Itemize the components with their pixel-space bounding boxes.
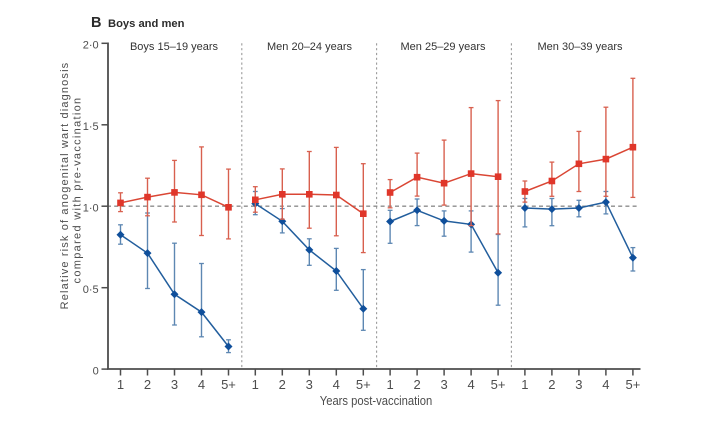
svg-text:0: 0: [93, 365, 99, 377]
svg-text:compared with pre-vaccination: compared with pre-vaccination: [72, 97, 84, 284]
svg-text:3: 3: [575, 377, 582, 392]
svg-text:2: 2: [548, 377, 555, 392]
svg-text:3: 3: [306, 377, 313, 392]
svg-text:2: 2: [279, 377, 286, 392]
svg-text:1: 1: [117, 377, 124, 392]
svg-text:2·0: 2·0: [83, 40, 99, 52]
svg-text:1: 1: [521, 377, 528, 392]
svg-text:4: 4: [467, 377, 474, 392]
svg-text:4: 4: [198, 377, 205, 392]
svg-text:2: 2: [144, 377, 151, 392]
svg-text:2: 2: [413, 377, 420, 392]
svg-text:5+: 5+: [491, 377, 506, 392]
svg-text:1·5: 1·5: [83, 121, 99, 133]
svg-text:Men 25–29 years: Men 25–29 years: [401, 41, 486, 53]
svg-text:1·0: 1·0: [83, 203, 99, 215]
svg-text:B: B: [91, 15, 101, 31]
svg-text:Men 30–39 years: Men 30–39 years: [538, 41, 623, 53]
svg-text:Boys 15–19 years: Boys 15–19 years: [130, 41, 219, 53]
svg-text:Years post-vaccination: Years post-vaccination: [320, 394, 433, 408]
svg-text:0·5: 0·5: [83, 284, 99, 296]
svg-text:Men 20–24 years: Men 20–24 years: [267, 41, 352, 53]
svg-text:1: 1: [386, 377, 393, 392]
svg-text:4: 4: [602, 377, 609, 392]
svg-text:5+: 5+: [625, 377, 640, 392]
svg-text:5+: 5+: [221, 377, 236, 392]
svg-text:4: 4: [333, 377, 340, 392]
svg-text:Boys and men: Boys and men: [108, 18, 185, 30]
svg-text:Relative risk of anogenital wa: Relative risk of anogenital wart diagnos…: [59, 62, 71, 310]
svg-text:5+: 5+: [356, 377, 371, 392]
svg-text:3: 3: [440, 377, 447, 392]
svg-text:1: 1: [252, 377, 259, 392]
svg-text:3: 3: [171, 377, 178, 392]
